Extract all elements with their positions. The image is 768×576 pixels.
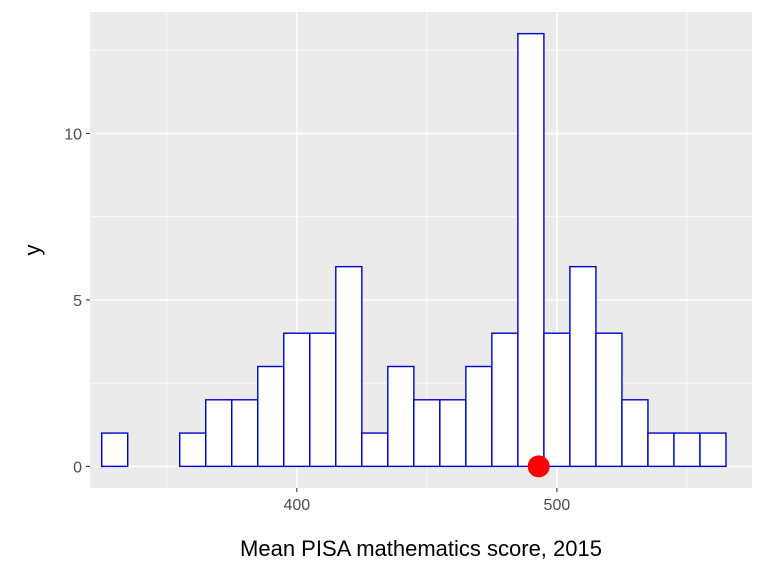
histogram-bar xyxy=(179,432,207,468)
x-tick-label: 500 xyxy=(544,497,571,514)
histogram-bar xyxy=(283,332,311,468)
y-tick-label: 10 xyxy=(64,126,82,143)
y-axis-ticks: 0 5 10 xyxy=(64,126,90,476)
minor-gridlines xyxy=(90,12,752,488)
histogram-bar xyxy=(361,432,389,468)
histogram-bar xyxy=(413,399,441,468)
histogram-bar xyxy=(465,365,493,468)
histogram-bar xyxy=(595,332,623,468)
histogram-bar xyxy=(647,432,675,468)
histogram-bar xyxy=(517,32,545,468)
mean-marker-point xyxy=(527,455,550,478)
x-axis-ticks: 400 500 xyxy=(283,488,570,514)
histogram-bar xyxy=(699,432,727,468)
histogram-bar xyxy=(309,332,337,468)
histogram-bar xyxy=(101,432,129,468)
histogram-bar xyxy=(231,399,259,468)
histogram-bar xyxy=(335,265,363,468)
histogram-bar xyxy=(439,399,467,468)
y-tick-label: 5 xyxy=(73,293,82,310)
histogram-bar xyxy=(569,265,597,468)
y-tick-label: 0 xyxy=(73,459,82,476)
x-axis-title: Mean PISA mathematics score, 2015 xyxy=(240,536,602,561)
histogram-bar xyxy=(543,332,571,468)
histogram-bar xyxy=(205,399,233,468)
histogram-bar xyxy=(257,365,285,468)
histogram-bar xyxy=(673,432,701,468)
histogram-bar xyxy=(491,332,519,468)
y-axis-title: y xyxy=(20,245,45,256)
x-tick-label: 400 xyxy=(283,497,310,514)
histogram-bar xyxy=(621,399,649,468)
histogram-bar xyxy=(387,365,415,468)
marker-layer xyxy=(527,455,550,478)
histogram-bars xyxy=(101,32,727,468)
